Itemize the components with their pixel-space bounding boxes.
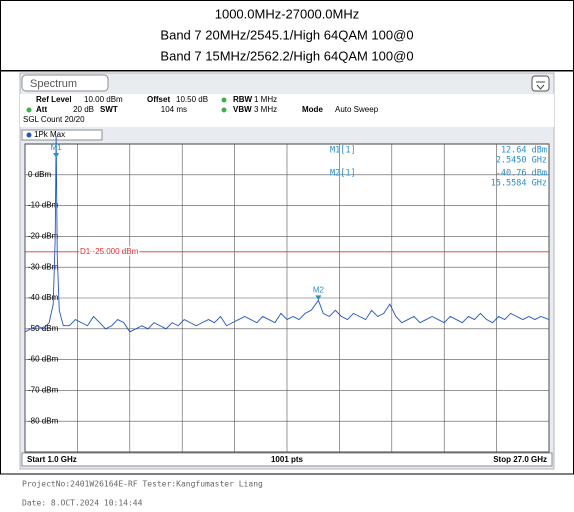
y-tick-label: 0 dBm <box>28 170 51 179</box>
header-box <box>0 0 574 71</box>
trace <box>24 135 550 333</box>
setting-value: 1 MHz <box>254 95 277 104</box>
status-dot <box>221 97 227 103</box>
marker-x: 15.5584 GHz <box>491 179 547 189</box>
trace-tab <box>21 129 103 141</box>
setting-key: SWT <box>100 105 118 114</box>
setting-value: 20 dB <box>73 105 94 114</box>
marker-readout: M1[1] <box>330 146 356 156</box>
marker-x: 2.5450 GHz <box>496 156 547 166</box>
setting-key: Mode <box>302 105 323 114</box>
y-tick-label: -40 dBm <box>28 293 59 302</box>
marker-y: 12.64 dBm <box>501 146 547 156</box>
trace-label: 1Pk Max <box>34 130 65 139</box>
status-bar <box>21 452 553 467</box>
sweep-count: SGL Count 20/20 <box>23 115 85 124</box>
menu-icon[interactable] <box>531 75 550 92</box>
y-tick-label: -10 dBm <box>28 201 59 210</box>
setting-key: Att <box>36 105 47 114</box>
y-tick-label: -80 dBm <box>28 416 59 425</box>
marker <box>315 295 322 301</box>
header-line: 1000.0MHz-27000.0MHz <box>215 6 360 21</box>
setting-key: VBW <box>233 105 252 114</box>
marker-label: M2 <box>313 285 325 294</box>
y-tick-label: -20 dBm <box>28 232 59 241</box>
setting-key: Ref Level <box>36 95 72 104</box>
y-tick-label: -30 dBm <box>28 262 59 271</box>
setting-value: 104 ms <box>161 105 187 114</box>
footer-line: ProjectNo:2401W26164E-RF Tester:Kangfuma… <box>22 480 263 489</box>
y-tick-label: -70 dBm <box>28 386 59 395</box>
setting-key: Offset <box>147 95 170 104</box>
header-line: Band 7 20MHz/2545.1/High 64QAM 100@0 <box>160 27 413 42</box>
marker <box>53 153 60 158</box>
marker-readout: M2[1] <box>330 169 356 179</box>
stop-label: Stop 27.0 GHz <box>493 455 547 464</box>
points-label: 1001 pts <box>271 455 304 464</box>
header-line: Band 7 15MHz/2562.2/High 64QAM 100@0 <box>160 48 413 63</box>
trace-dot <box>26 132 32 138</box>
start-label: Start 1.0 GHz <box>27 455 77 464</box>
marker-label: M1 <box>51 143 63 152</box>
y-tick-label: -60 dBm <box>28 355 59 364</box>
tab[interactable] <box>21 74 109 92</box>
tab-label: Spectrum <box>30 78 77 90</box>
setting-value: 10.00 dBm <box>84 95 123 104</box>
menu-icon-glyph <box>536 81 545 90</box>
setting-value: Auto Sweep <box>335 105 379 114</box>
footer-line: Date: 8.OCT.2024 10:14:44 <box>22 499 143 508</box>
marker-y: -40.76 dBm <box>496 169 547 179</box>
setting-value: 3 MHz <box>254 105 277 114</box>
setting-value: 10.50 dB <box>176 95 208 104</box>
setting-key: RBW <box>233 95 253 104</box>
display-line-label: D1 -25.000 dBm <box>80 247 139 256</box>
status-dot <box>221 107 227 113</box>
settings-panel <box>20 94 554 127</box>
status-dot <box>26 107 32 113</box>
